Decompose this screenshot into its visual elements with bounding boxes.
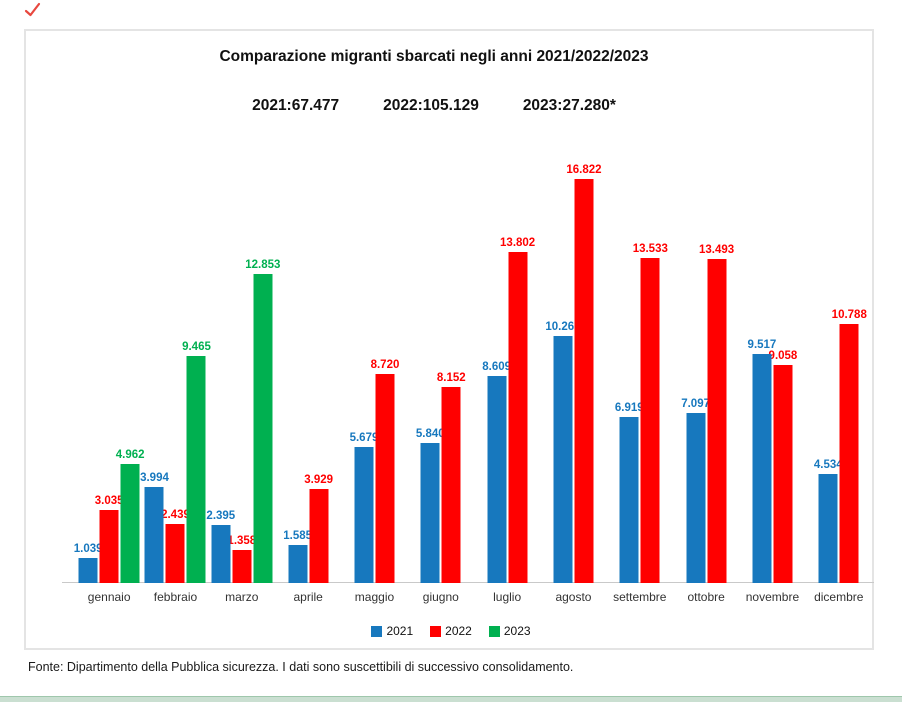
bar-group-settembre: 6.919 13.533 settembre [607, 179, 673, 604]
x-axis-label-settembre: settembre [613, 590, 667, 604]
data-label-2021-giugno: 5.840 [415, 428, 445, 440]
data-label-2022-dicembre: 10.788 [831, 309, 867, 321]
x-axis-label-gennaio: gennaio [87, 590, 131, 604]
bar-2022-marzo [232, 550, 252, 583]
bar-2021-ottobre [686, 413, 706, 583]
bar-2022-dicembre [839, 324, 859, 583]
x-axis-label-aprile: aprile [293, 590, 323, 604]
bar-2021-novembre [752, 354, 772, 583]
data-label-2022-gennaio: 3.035 [94, 495, 124, 507]
legend-swatch-2022-icon [430, 625, 442, 637]
bar-2022-luglio [508, 252, 528, 583]
bar-group-agosto: 10.269 16.822 agosto [540, 164, 606, 604]
bar-2022-ottobre [707, 259, 727, 583]
bar-2022-novembre [773, 365, 793, 583]
bottom-border-rule [0, 696, 902, 702]
x-axis-label-giugno: giugno [422, 590, 459, 604]
x-axis-label-luglio: luglio [493, 590, 522, 604]
plot-area: 1.039 3.035 4.962 gennaio 3.994 2.439 9.465 feb… [73, 164, 872, 604]
bar-group-febbraio: 3.994 2.439 9.465 febbraio [140, 179, 211, 604]
data-label-2023-marzo: 12.853 [245, 259, 281, 271]
data-label-2021-settembre: 6.919 [614, 402, 644, 414]
bar-2022-giugno [441, 387, 461, 583]
x-axis-label-maggio: maggio [354, 590, 395, 604]
bar-2021-gennaio [78, 558, 98, 583]
bar-2022-settembre [640, 258, 660, 583]
annual-totals-row: 2021:67.477 2022:105.129 2023:27.280* [26, 97, 842, 115]
bar-2022-agosto [574, 179, 594, 583]
data-label-2021-gennaio: 1.039 [73, 543, 103, 555]
data-label-2023-gennaio: 4.962 [115, 449, 145, 461]
data-label-2022-febbraio: 2.439 [161, 509, 190, 521]
bar-group-luglio: 8.609 13.802 luglio [474, 179, 540, 604]
x-axis-label-marzo: marzo [225, 590, 259, 604]
bar-2021-settembre [619, 417, 639, 583]
legend-swatch-2021-icon [371, 625, 383, 637]
bar-2023-febbraio [186, 356, 206, 583]
x-axis-label-febbraio: febbraio [153, 590, 198, 604]
bar-2021-febbraio [144, 487, 164, 583]
bar-group-gennaio: 1.039 3.035 4.962 gennaio [73, 179, 145, 604]
data-label-2022-novembre: 9.058 [768, 350, 798, 362]
legend-item-2023: 2023 [488, 624, 531, 638]
source-note: Fonte: Dipartimento della Pubblica sicur… [28, 660, 574, 674]
data-label-2021-marzo: 2.395 [206, 510, 236, 522]
data-label-2022-settembre: 13.533 [632, 243, 668, 255]
bar-2021-maggio [354, 447, 374, 583]
legend-swatch-2023-icon [488, 625, 500, 637]
x-axis-label-ottobre: ottobre [687, 590, 725, 604]
bar-2021-agosto [553, 336, 573, 583]
data-label-2021-aprile: 1.585 [283, 530, 313, 542]
bar-group-aprile: 1.585 3.929 aprile [275, 179, 341, 604]
x-axis-line [62, 582, 874, 583]
legend-label-2023: 2023 [503, 624, 531, 638]
x-axis-label-novembre: novembre [745, 590, 800, 604]
data-label-2022-marzo: 1.358 [227, 535, 257, 547]
chart-title: Comparazione migranti sbarcati negli ann… [219, 48, 649, 65]
legend-item-2022: 2022 [430, 624, 472, 638]
data-label-2022-aprile: 3.929 [304, 474, 334, 486]
bar-group-dicembre: 4.534 10.788 dicembre [806, 179, 872, 604]
bar-group-novembre: 9.517 9.058 novembre [739, 179, 805, 604]
bar-2021-marzo [211, 525, 231, 583]
bar-group-maggio: 5.679 8.720 maggio [341, 179, 407, 604]
bar-2022-maggio [375, 374, 395, 583]
annual-total-2023: 2023:27.280* [522, 97, 616, 114]
legend: 2021 2022 2023 [0, 624, 902, 638]
data-label-2022-giugno: 8.152 [436, 372, 466, 384]
data-label-2022-luglio: 13.802 [500, 237, 536, 249]
data-label-2021-maggio: 5.679 [349, 432, 379, 444]
data-label-2021-novembre: 9.517 [747, 339, 777, 351]
bar-2022-gennaio [99, 510, 119, 583]
x-axis-label-agosto: agosto [555, 590, 592, 604]
x-axis-label-dicembre: dicembre [814, 590, 864, 604]
data-label-2021-agosto: 10.269 [545, 321, 581, 333]
legend-label-2022: 2022 [445, 624, 472, 638]
bar-group-giugno: 5.840 8.152 giugno [408, 179, 474, 604]
data-label-2022-ottobre: 13.493 [699, 244, 735, 256]
annual-total-2021: 2021:67.477 [252, 97, 340, 114]
bar-2023-marzo [253, 274, 273, 583]
bar-2021-giugno [420, 443, 440, 583]
bar-group-ottobre: 7.097 13.493 ottobre [673, 179, 739, 604]
data-label-2021-luglio: 8.609 [482, 361, 512, 373]
data-label-2021-febbraio: 3.994 [140, 472, 169, 484]
annual-total-2022: 2022:105.129 [383, 97, 479, 114]
data-label-2021-dicembre: 4.534 [813, 459, 843, 471]
bar-2021-aprile [288, 545, 308, 583]
bar-2022-aprile [309, 489, 329, 583]
red-check-icon [24, 2, 41, 17]
data-label-2023-febbraio: 9.465 [182, 341, 211, 353]
bar-2021-dicembre [818, 474, 838, 583]
bar-2023-gennaio [120, 464, 140, 583]
data-label-2022-agosto: 16.822 [566, 164, 602, 176]
legend-item-2021: 2021 [371, 624, 413, 638]
legend-label-2021: 2021 [386, 624, 414, 638]
bar-group-marzo: 2.395 1.358 12.853 marzo [206, 179, 280, 604]
bar-2021-luglio [487, 376, 507, 583]
bar-2022-febbraio [165, 524, 185, 583]
data-label-2022-maggio: 8.720 [370, 359, 400, 371]
data-label-2021-ottobre: 7.097 [681, 398, 710, 410]
